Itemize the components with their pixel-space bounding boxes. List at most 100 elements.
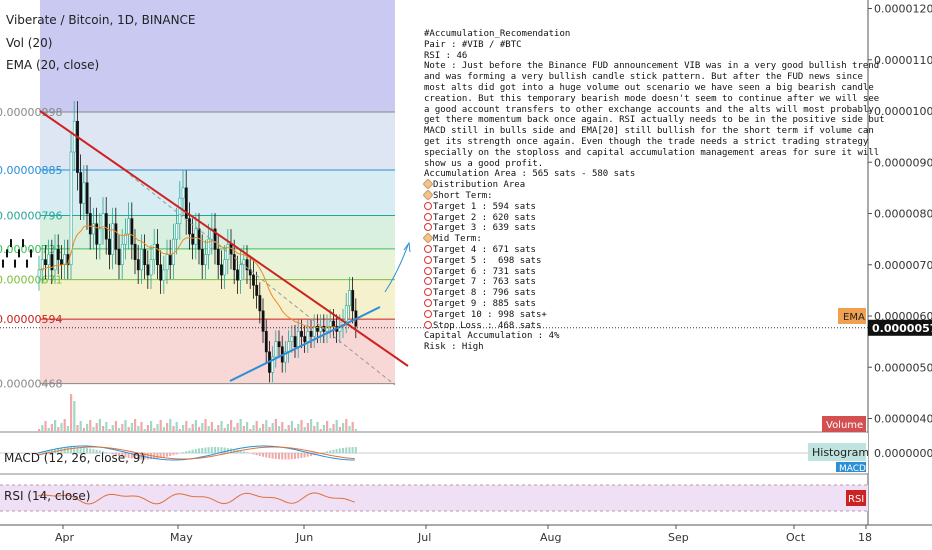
note-line: Capital Accumulation : 4% (424, 331, 864, 342)
upper-zone (40, 0, 395, 113)
candle (88, 213, 92, 235)
volume-bar (316, 422, 319, 432)
candle (117, 249, 121, 266)
volume-bar (73, 401, 76, 432)
volume-indicator-label[interactable]: Vol (20) (6, 36, 53, 50)
volume-bar (303, 427, 306, 432)
candle (271, 356, 275, 373)
candle (290, 336, 294, 342)
candle (316, 325, 319, 332)
candle (82, 182, 86, 204)
volume-bar (95, 423, 98, 432)
note-text: specially on the stoploss and capital ac… (424, 147, 880, 158)
symbol-title: Viberate / Bitcoin, 1D, BINANCE (6, 13, 196, 27)
macd-histogram-bar (169, 453, 172, 456)
note-text: Target 8 : 796 sats (433, 288, 536, 299)
rsi-label[interactable]: RSI (14, close) (4, 489, 91, 503)
note-line: Stop Loss : 468 sats (424, 320, 864, 332)
macd-histogram-bar (332, 449, 335, 454)
candle (18, 249, 20, 258)
candle (156, 243, 159, 266)
volume-bar (310, 419, 313, 432)
macd-histogram-bar (274, 453, 277, 459)
volume-bar (47, 428, 50, 432)
target-icon (424, 288, 432, 297)
support-trendline (229, 306, 381, 382)
volume-bar (70, 394, 73, 432)
fib-label: 0.00000468 (0, 378, 62, 391)
volume-bar (329, 428, 332, 432)
volume-bar (178, 429, 181, 432)
candle (216, 249, 220, 266)
macd-histogram-bar (76, 447, 79, 454)
note-text: Risk : High (424, 342, 484, 353)
candle (47, 254, 51, 266)
macd-histogram-bar (284, 453, 287, 460)
macd-label[interactable]: MACD (12, 26, close, 9) (4, 451, 146, 465)
macd-histogram-bar (150, 453, 152, 460)
ema-indicator-label[interactable]: EMA (20, close) (6, 58, 100, 72)
candle (111, 223, 115, 255)
volume-tag-bg (822, 416, 866, 432)
candle (37, 269, 41, 278)
candle (184, 187, 188, 219)
note-text: and was forming a very bullish candle st… (424, 72, 863, 83)
note-line: Mid Term: (422, 232, 864, 245)
macd-histogram-bar (95, 449, 98, 454)
macd-histogram-bar (92, 449, 95, 454)
note-text: most alts did got into a huge volume out… (424, 82, 874, 93)
volume-bar (54, 420, 57, 432)
macd-histogram-bar (220, 447, 223, 454)
volume-bar (137, 426, 140, 432)
volume-bar (38, 429, 41, 432)
note-text: Distribution Area (433, 180, 526, 191)
candle (143, 249, 147, 266)
note-line: #Accumulation_Recomendation (424, 29, 864, 40)
macd-tag: MACD (839, 464, 866, 474)
projection-arrow (384, 244, 409, 293)
candle (226, 243, 230, 260)
volume-bar (79, 421, 82, 432)
macd-histogram-bar (233, 449, 236, 454)
volume-bar (252, 425, 255, 432)
macd-histogram-bar (134, 453, 136, 459)
note-text: Stop Loss : 468 sats (433, 320, 542, 331)
note-line: Note : Just before the Binance FUD annou… (424, 61, 879, 72)
macd-histogram-bar (130, 453, 133, 459)
volume-tag: Volume (826, 420, 863, 431)
volume-bar (57, 427, 60, 432)
candle (26, 259, 28, 268)
note-text: Target 10 : 998 sats+ (433, 309, 547, 320)
macd-histogram-bar (66, 447, 69, 454)
candle (22, 239, 24, 248)
candle (127, 218, 131, 235)
volume-bar (233, 427, 236, 432)
macd-histogram-bar (201, 447, 204, 454)
price-tag-bg (868, 319, 932, 336)
volume-bar (194, 420, 197, 432)
macd-histogram-bar (239, 450, 242, 454)
volume-bar (255, 421, 258, 432)
volume-bar (130, 423, 133, 432)
volume-bar (150, 421, 153, 432)
macd-histogram-bar (223, 447, 226, 454)
fib-zone (40, 279, 395, 320)
fib-zone (40, 319, 395, 384)
volume-bar (236, 423, 239, 432)
macd-histogram-bar (354, 447, 357, 454)
macd-histogram-bar (194, 449, 197, 454)
note-text: get its strength once again. Even though… (424, 136, 869, 147)
rsi-band (0, 485, 868, 511)
candle (255, 284, 259, 296)
volume-bar (118, 428, 121, 432)
macd-axis-value: 0.00000000 (874, 447, 932, 460)
volume-bar (166, 423, 169, 432)
candle (53, 249, 57, 271)
candle (284, 351, 287, 363)
note-line: Target 2 : 620 sats (424, 212, 864, 224)
macd-histogram-bar (255, 453, 258, 456)
